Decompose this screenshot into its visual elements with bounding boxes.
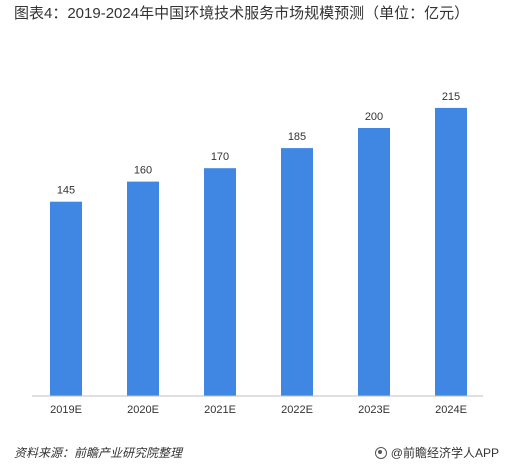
brand-icon bbox=[374, 446, 387, 459]
x-tick-label-2023E: 2023E bbox=[358, 404, 390, 416]
x-tick-label-2022E: 2022E bbox=[281, 404, 313, 416]
bar-2024E bbox=[435, 107, 467, 397]
value-label-2020E: 160 bbox=[134, 165, 152, 177]
value-label-2022E: 185 bbox=[288, 131, 306, 143]
x-tick-label-2019E: 2019E bbox=[50, 404, 82, 416]
value-label-2019E: 145 bbox=[57, 185, 75, 197]
value-labels-group: 145 160 170 185 200 215 bbox=[57, 91, 460, 197]
x-tick-label-2024E: 2024E bbox=[435, 404, 467, 416]
value-label-2021E: 170 bbox=[211, 151, 229, 163]
bars-group bbox=[50, 107, 467, 397]
chart-title: 图表4：2019-2024年中国环境技术服务市场规模预测（单位：亿元） bbox=[14, 5, 470, 22]
x-tick-label-2021E: 2021E bbox=[204, 404, 236, 416]
x-tick-labels-group: 2019E 2020E 2021E 2022E 2023E 2024E bbox=[50, 404, 467, 416]
credit-note: @前瞻经济学人APP bbox=[374, 444, 499, 461]
value-label-2024E: 215 bbox=[442, 91, 460, 103]
value-label-2023E: 200 bbox=[365, 111, 383, 123]
bar-2021E bbox=[204, 168, 236, 396]
credit-text: @前瞻经济学人APP bbox=[390, 446, 499, 460]
bar-2019E bbox=[50, 201, 82, 396]
bar-2022E bbox=[281, 148, 313, 396]
source-note: 资料来源：前瞻产业研究院整理 bbox=[14, 446, 183, 460]
bar-2020E bbox=[127, 181, 159, 396]
x-tick-label-2020E: 2020E bbox=[127, 404, 159, 416]
bar-2023E bbox=[358, 128, 390, 396]
